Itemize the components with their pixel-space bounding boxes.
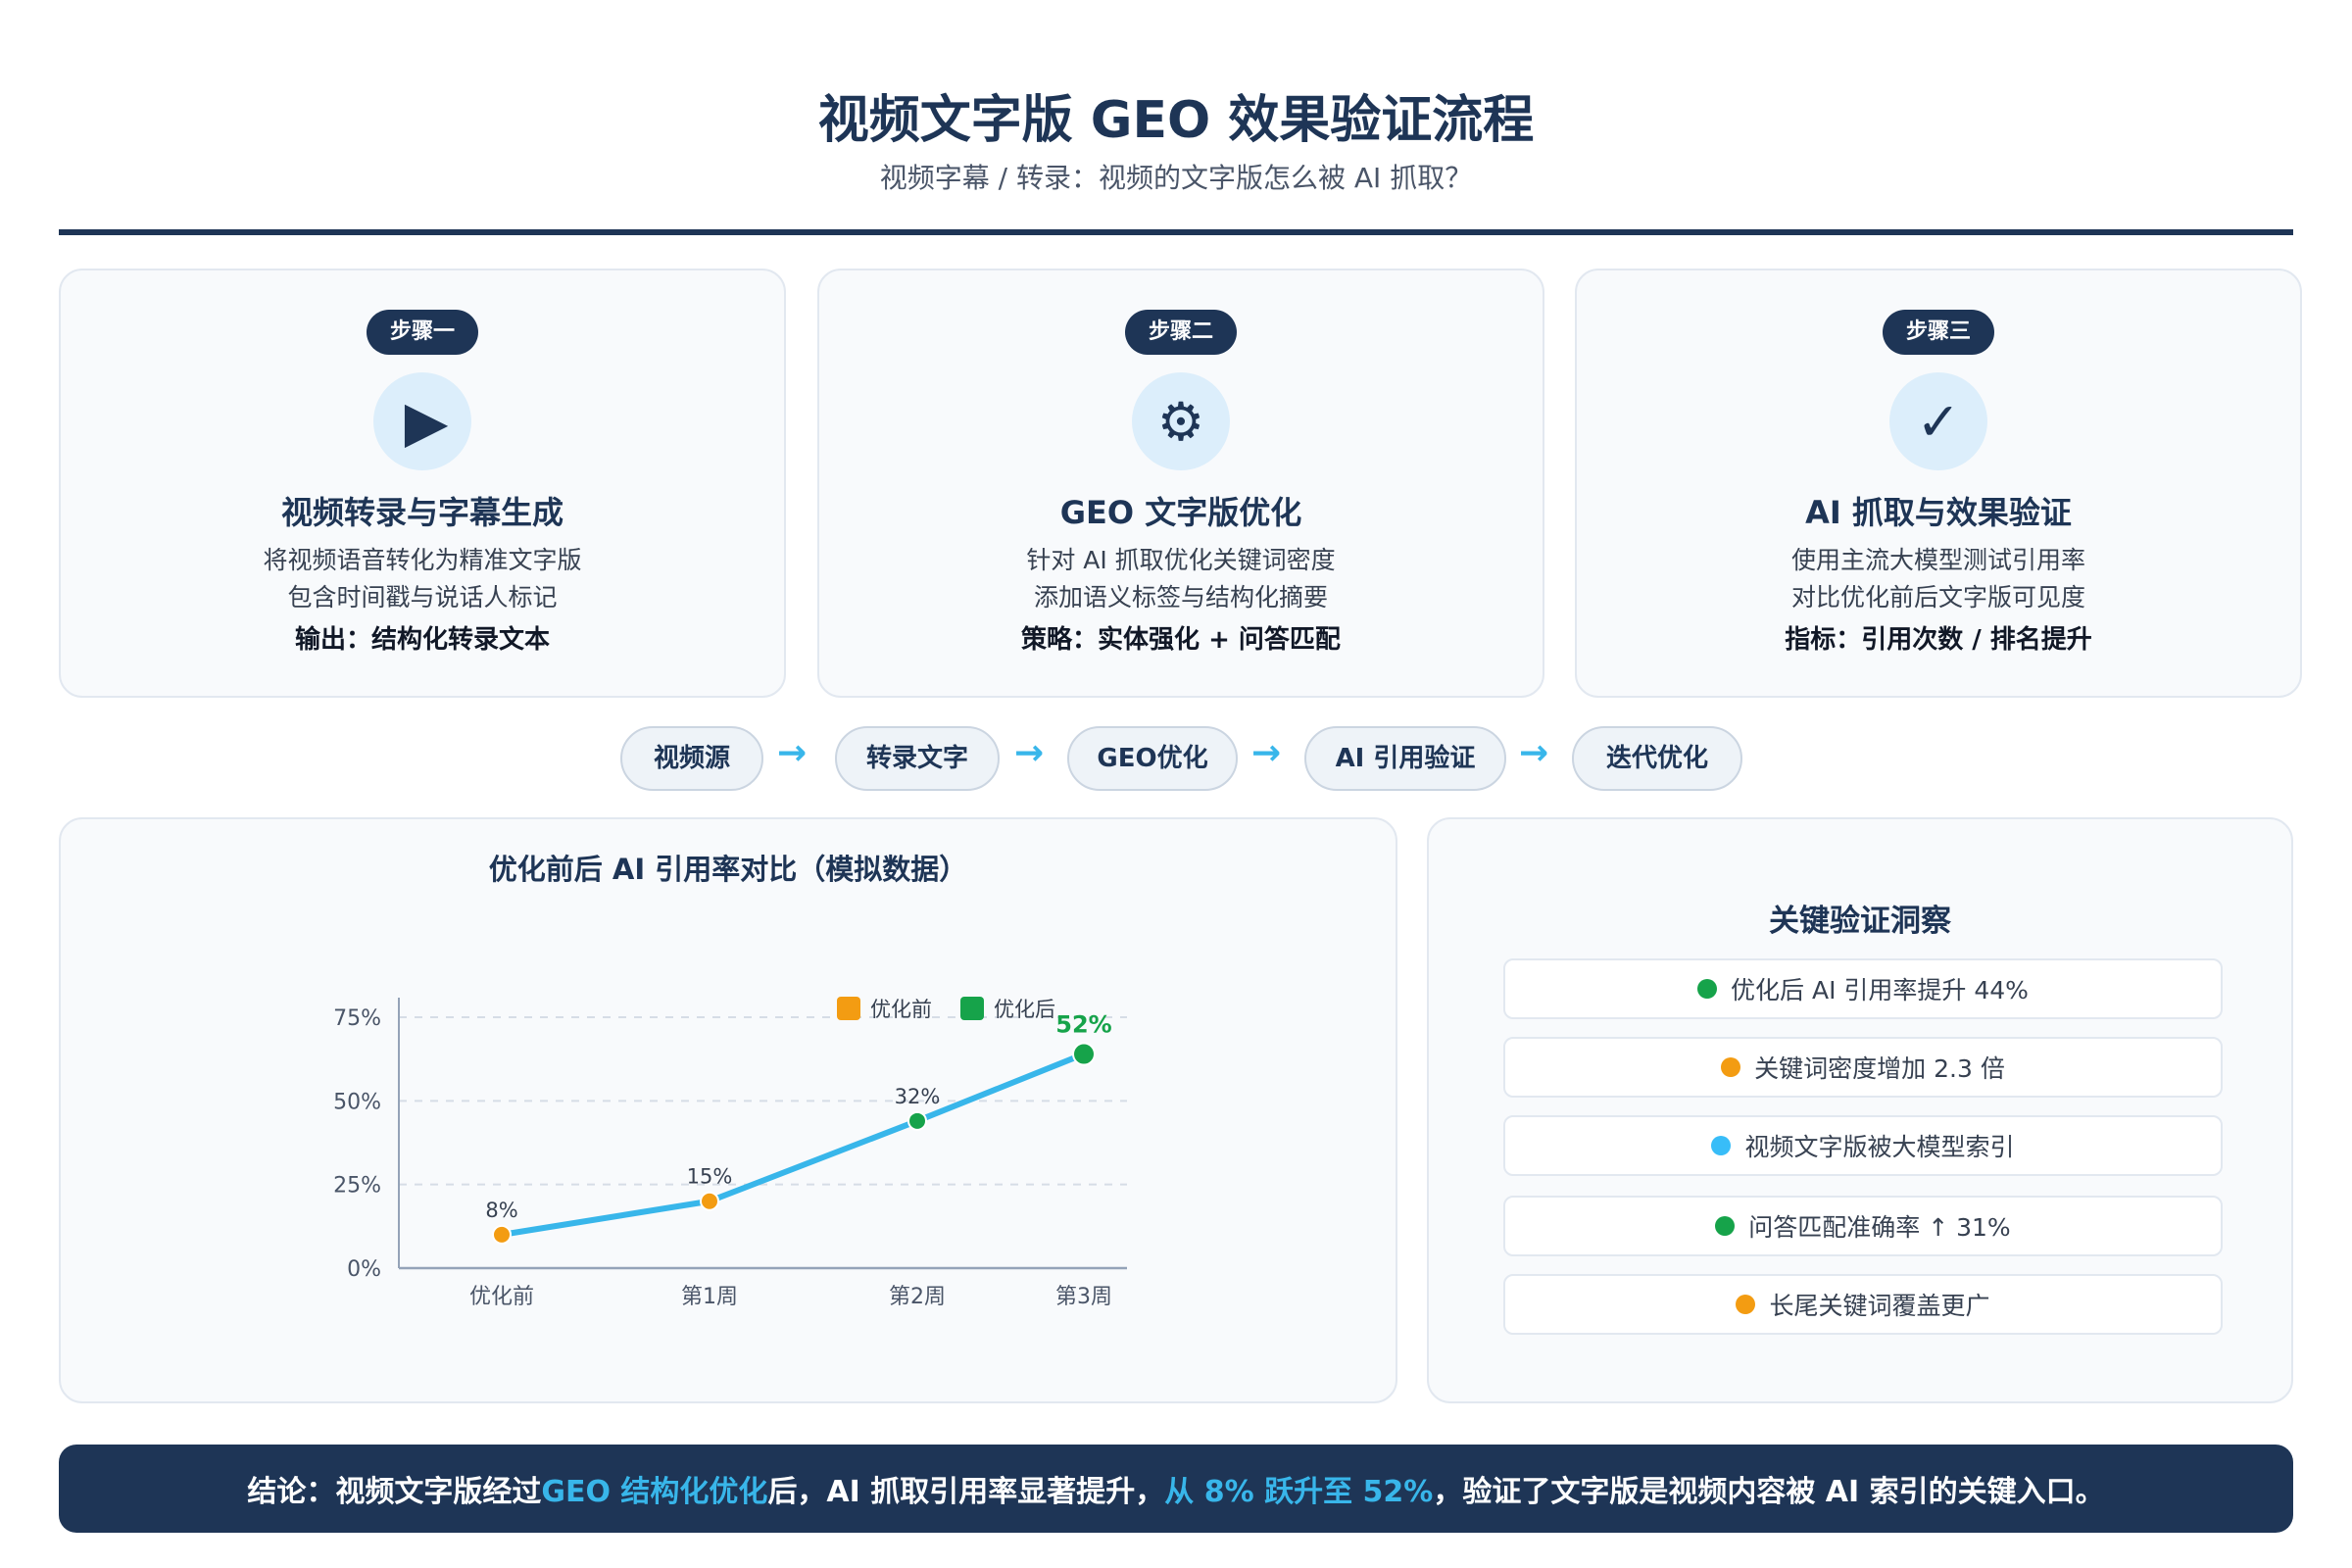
x-tick-label: 第3周 bbox=[1055, 1285, 1112, 1309]
step-badge: 步骤三 bbox=[1882, 310, 1995, 355]
conclusion-text: 后，AI 抓取引用率显著提升， bbox=[767, 1475, 1165, 1509]
y-tick-label: 50% bbox=[333, 1090, 381, 1114]
step-description: 添加语义标签与结构化摘要 bbox=[1033, 583, 1328, 612]
y-tick-label: 0% bbox=[347, 1257, 381, 1282]
flow-step-geo-optimize: GEO优化 bbox=[1067, 726, 1238, 791]
arrow-right-icon: → bbox=[1014, 733, 1045, 773]
gear-icon: ⚙ bbox=[1132, 372, 1230, 470]
step-description: 针对 AI 抓取优化关键词密度 bbox=[1026, 546, 1336, 574]
step-description: 对比优化前后文字版可见度 bbox=[1790, 583, 2085, 612]
y-tick-label: 75% bbox=[333, 1006, 381, 1031]
data-point bbox=[700, 1191, 719, 1211]
conclusion-highlight: 从 8% 跃升至 52% bbox=[1164, 1475, 1434, 1509]
data-point bbox=[907, 1110, 927, 1131]
y-tick-label: 25% bbox=[333, 1174, 381, 1199]
step-description: 包含时间戳与说话人标记 bbox=[287, 583, 558, 612]
blue-dot-icon bbox=[1711, 1136, 1732, 1155]
data-point bbox=[1072, 1042, 1096, 1066]
insights-card: 关键验证洞察 优化后 AI 引用率提升 44% 关键词密度增加 2.3 倍 视频… bbox=[1427, 817, 2293, 1403]
page-title: 视频文字版 GEO 效果验证流程 bbox=[817, 91, 1535, 150]
arrow-right-icon: → bbox=[777, 733, 808, 773]
step-output: 输出：结构化转录文本 bbox=[294, 625, 550, 655]
legend-swatch bbox=[960, 997, 984, 1020]
conclusion-banner: 结论：视频文字版经过 GEO 结构化优化 后，AI 抓取引用率显著提升，从 8%… bbox=[59, 1445, 2293, 1533]
step-badge: 步骤二 bbox=[1124, 310, 1238, 355]
x-tick-label: 优化前 bbox=[469, 1285, 534, 1309]
insight-item: 问答匹配准确率 ↑ 31% bbox=[1503, 1196, 2223, 1256]
play-icon: ▶ bbox=[373, 372, 471, 470]
step-card-3: 步骤三 ✓ AI 抓取与效果验证 使用主流大模型测试引用率 对比优化前后文字版可… bbox=[1575, 269, 2302, 698]
step-description: 使用主流大模型测试引用率 bbox=[1790, 546, 2085, 574]
check-icon: ✓ bbox=[1889, 372, 1987, 470]
orange-dot-icon bbox=[1736, 1295, 1756, 1314]
series-line bbox=[499, 1051, 1087, 1238]
step-description: 将视频语音转化为精准文字版 bbox=[263, 546, 582, 574]
x-tick-label: 第2周 bbox=[889, 1285, 946, 1309]
green-dot-icon bbox=[1715, 1216, 1736, 1236]
conclusion-text: ，验证了文字版是视频内容被 AI 索引的关键入口。 bbox=[1433, 1475, 2105, 1509]
legend-swatch bbox=[837, 997, 860, 1020]
orange-dot-icon bbox=[1721, 1057, 1741, 1077]
step-badge: 步骤一 bbox=[366, 310, 479, 355]
flow-step-video-source: 视频源 bbox=[620, 726, 763, 791]
conclusion-highlight: GEO 结构化优化 bbox=[541, 1475, 768, 1509]
chart-title: 优化前后 AI 引用率对比（模拟数据） bbox=[488, 853, 968, 886]
insight-text: 问答匹配准确率 ↑ 31% bbox=[1748, 1213, 2011, 1242]
chart-card: 优化前后 AI 引用率对比（模拟数据） 0% 25% 50% 75% 优化前 第1周 第2周… bbox=[59, 817, 1397, 1403]
flow-step-iterate: 迭代优化 bbox=[1572, 726, 1742, 791]
green-dot-icon bbox=[1697, 979, 1718, 999]
flow-step-ai-citation: AI 引用验证 bbox=[1304, 726, 1506, 791]
step-output: 指标：引用次数 / 排名提升 bbox=[1785, 625, 2092, 655]
legend-label: 优化后 bbox=[994, 998, 1055, 1021]
step-title: AI 抓取与效果验证 bbox=[1805, 494, 2072, 531]
data-label: 8% bbox=[485, 1199, 517, 1222]
header-divider bbox=[59, 229, 2293, 235]
flow-step-transcript: 转录文字 bbox=[835, 726, 1000, 791]
insight-item: 优化后 AI 引用率提升 44% bbox=[1503, 958, 2223, 1019]
step-output: 策略：实体强化 + 问答匹配 bbox=[1021, 625, 1341, 655]
insight-item: 关键词密度增加 2.3 倍 bbox=[1503, 1037, 2223, 1098]
insight-text: 关键词密度增加 2.3 倍 bbox=[1754, 1054, 2005, 1083]
arrow-right-icon: → bbox=[1519, 733, 1549, 773]
insights-title: 关键验证洞察 bbox=[1769, 904, 1951, 939]
insight-item: 视频文字版被大模型索引 bbox=[1503, 1115, 2223, 1176]
data-label: 52% bbox=[1055, 1011, 1111, 1039]
arrow-right-icon: → bbox=[1251, 733, 1282, 773]
step-card-1: 步骤一 ▶ 视频转录与字幕生成 将视频语音转化为精准文字版 包含时间戳与说话人标… bbox=[59, 269, 786, 698]
insight-text: 视频文字版被大模型索引 bbox=[1744, 1133, 2015, 1161]
page-subtitle: 视频字幕 / 转录：视频的文字版怎么被 AI 抓取？ bbox=[879, 162, 1473, 194]
data-label: 15% bbox=[687, 1165, 733, 1189]
data-point bbox=[492, 1224, 512, 1245]
conclusion-text: 结论：视频文字版经过 bbox=[247, 1475, 542, 1509]
insight-item: 长尾关键词覆盖更广 bbox=[1503, 1274, 2223, 1335]
step-title: 视频转录与字幕生成 bbox=[280, 494, 564, 531]
insight-text: 优化后 AI 引用率提升 44% bbox=[1731, 976, 2029, 1004]
header: 视频文字版 GEO 效果验证流程 视频字幕 / 转录：视频的文字版怎么被 AI … bbox=[0, 0, 2352, 245]
data-label: 32% bbox=[895, 1085, 941, 1108]
x-tick-label: 第1周 bbox=[681, 1285, 738, 1309]
step-title: GEO 文字版优化 bbox=[1059, 494, 1302, 531]
legend-label: 优化前 bbox=[870, 998, 932, 1021]
insight-text: 长尾关键词覆盖更广 bbox=[1769, 1292, 1990, 1320]
step-card-2: 步骤二 ⚙ GEO 文字版优化 针对 AI 抓取优化关键词密度 添加语义标签与结… bbox=[817, 269, 1544, 698]
